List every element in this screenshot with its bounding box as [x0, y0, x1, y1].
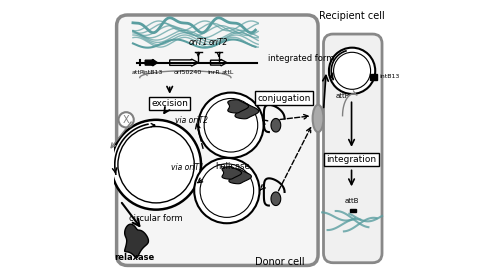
Bar	[370, 74, 377, 80]
Text: inrR: inrR	[208, 70, 220, 75]
Circle shape	[204, 98, 258, 152]
Text: circular form: circular form	[130, 213, 183, 222]
Text: via oriT1: via oriT1	[171, 163, 204, 172]
Bar	[350, 208, 356, 212]
Polygon shape	[229, 169, 252, 184]
Circle shape	[194, 158, 260, 223]
FancyArrow shape	[170, 59, 198, 66]
FancyArrow shape	[210, 59, 227, 66]
Text: Donor cell: Donor cell	[256, 257, 305, 267]
Text: intB13: intB13	[379, 75, 400, 79]
Text: excision: excision	[152, 99, 188, 108]
Polygon shape	[222, 167, 242, 179]
Text: relaxase: relaxase	[114, 253, 154, 262]
FancyBboxPatch shape	[324, 34, 382, 263]
Text: helicase: helicase	[215, 162, 250, 171]
Text: conjugation: conjugation	[258, 94, 310, 103]
Circle shape	[118, 112, 134, 127]
Circle shape	[200, 164, 254, 217]
Circle shape	[118, 126, 194, 203]
Polygon shape	[271, 192, 281, 205]
Text: Recipient cell: Recipient cell	[320, 11, 385, 21]
Polygon shape	[228, 100, 248, 113]
Ellipse shape	[312, 105, 324, 132]
Polygon shape	[124, 224, 148, 258]
Text: X: X	[123, 115, 130, 125]
FancyArrow shape	[145, 59, 158, 66]
Text: attR: attR	[132, 70, 145, 75]
Text: integrated form: integrated form	[268, 54, 334, 63]
Circle shape	[198, 93, 264, 158]
Circle shape	[111, 120, 201, 210]
Circle shape	[329, 48, 375, 94]
Polygon shape	[271, 119, 281, 132]
Circle shape	[334, 52, 370, 89]
Text: via oriT2: via oriT2	[175, 116, 208, 125]
Text: attL: attL	[222, 70, 234, 75]
Text: oriT2: oriT2	[209, 38, 229, 47]
Polygon shape	[235, 104, 259, 119]
Text: attP: attP	[336, 93, 349, 99]
FancyBboxPatch shape	[116, 15, 318, 265]
Text: intB13: intB13	[142, 70, 163, 75]
Text: oriT1: oriT1	[188, 38, 208, 47]
Text: orf50240: orf50240	[174, 70, 203, 75]
Text: attB: attB	[345, 198, 360, 204]
Text: integration: integration	[326, 155, 376, 164]
